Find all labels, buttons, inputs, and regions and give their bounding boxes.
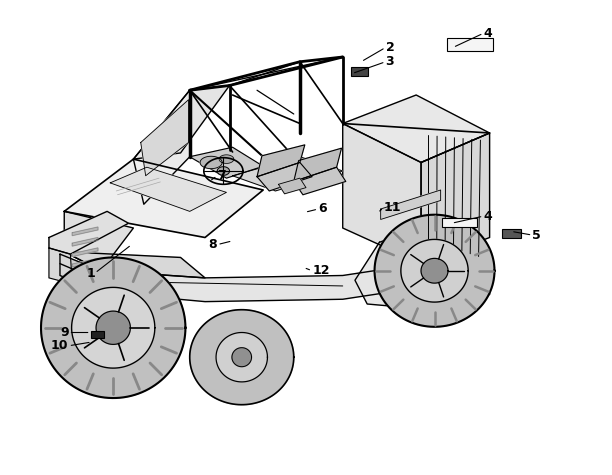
- Polygon shape: [133, 90, 190, 204]
- Polygon shape: [101, 264, 421, 302]
- Polygon shape: [64, 252, 205, 278]
- Polygon shape: [217, 167, 230, 175]
- Text: 6: 6: [318, 202, 327, 216]
- Text: 10: 10: [51, 339, 69, 352]
- Polygon shape: [200, 156, 222, 169]
- Polygon shape: [219, 155, 234, 163]
- Polygon shape: [381, 190, 441, 219]
- Polygon shape: [232, 348, 252, 367]
- Polygon shape: [96, 311, 130, 344]
- Polygon shape: [343, 124, 421, 264]
- Text: 4: 4: [483, 209, 492, 223]
- Polygon shape: [72, 287, 155, 368]
- Text: 9: 9: [60, 326, 69, 339]
- Bar: [91, 331, 104, 338]
- Polygon shape: [355, 228, 490, 309]
- Text: 4: 4: [483, 27, 492, 40]
- Polygon shape: [190, 147, 263, 178]
- Polygon shape: [49, 248, 72, 284]
- Bar: [502, 229, 521, 238]
- Text: 8: 8: [209, 238, 217, 251]
- Polygon shape: [257, 145, 305, 177]
- Text: 11: 11: [384, 201, 401, 214]
- Polygon shape: [294, 167, 346, 195]
- Polygon shape: [421, 258, 448, 283]
- Polygon shape: [190, 310, 294, 405]
- Text: 2: 2: [386, 41, 394, 54]
- Text: 3: 3: [386, 55, 394, 68]
- Polygon shape: [72, 248, 98, 256]
- Polygon shape: [72, 258, 98, 267]
- Polygon shape: [67, 276, 95, 289]
- Polygon shape: [401, 239, 468, 302]
- Polygon shape: [49, 211, 129, 254]
- Polygon shape: [72, 238, 98, 246]
- Polygon shape: [64, 211, 133, 271]
- Polygon shape: [133, 86, 230, 159]
- Text: 12: 12: [312, 264, 330, 277]
- Polygon shape: [421, 133, 490, 264]
- Bar: [351, 67, 368, 76]
- Polygon shape: [216, 332, 267, 382]
- Bar: [447, 38, 493, 51]
- Text: 5: 5: [532, 228, 541, 242]
- Polygon shape: [375, 215, 494, 327]
- Polygon shape: [41, 257, 185, 398]
- Polygon shape: [141, 100, 188, 176]
- Polygon shape: [64, 159, 263, 238]
- Bar: [442, 218, 477, 227]
- Polygon shape: [60, 254, 101, 292]
- Polygon shape: [343, 95, 490, 162]
- Polygon shape: [294, 148, 341, 181]
- Text: 7: 7: [217, 169, 226, 182]
- Polygon shape: [278, 178, 306, 194]
- Polygon shape: [110, 167, 226, 211]
- Text: 1: 1: [86, 266, 95, 280]
- Polygon shape: [233, 157, 343, 191]
- Polygon shape: [72, 227, 98, 236]
- Polygon shape: [257, 162, 312, 191]
